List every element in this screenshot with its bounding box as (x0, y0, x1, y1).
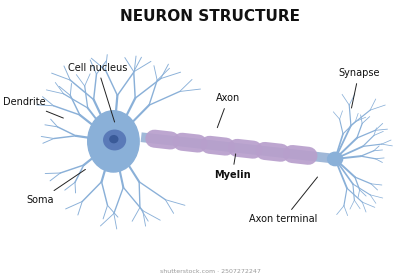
Text: Axon: Axon (216, 93, 240, 128)
Text: Myelin: Myelin (214, 154, 250, 180)
Text: shutterstock.com · 2507272247: shutterstock.com · 2507272247 (160, 269, 261, 274)
Ellipse shape (328, 152, 343, 166)
Ellipse shape (88, 111, 139, 172)
Text: NEURON STRUCTURE: NEURON STRUCTURE (120, 9, 300, 24)
Ellipse shape (104, 130, 126, 150)
Ellipse shape (110, 136, 118, 143)
Text: Soma: Soma (27, 169, 85, 205)
Text: Axon terminal: Axon terminal (249, 177, 318, 224)
Text: Cell nucleus: Cell nucleus (68, 62, 127, 122)
Text: Dendrite: Dendrite (3, 97, 63, 118)
Text: Synapse: Synapse (338, 68, 380, 108)
